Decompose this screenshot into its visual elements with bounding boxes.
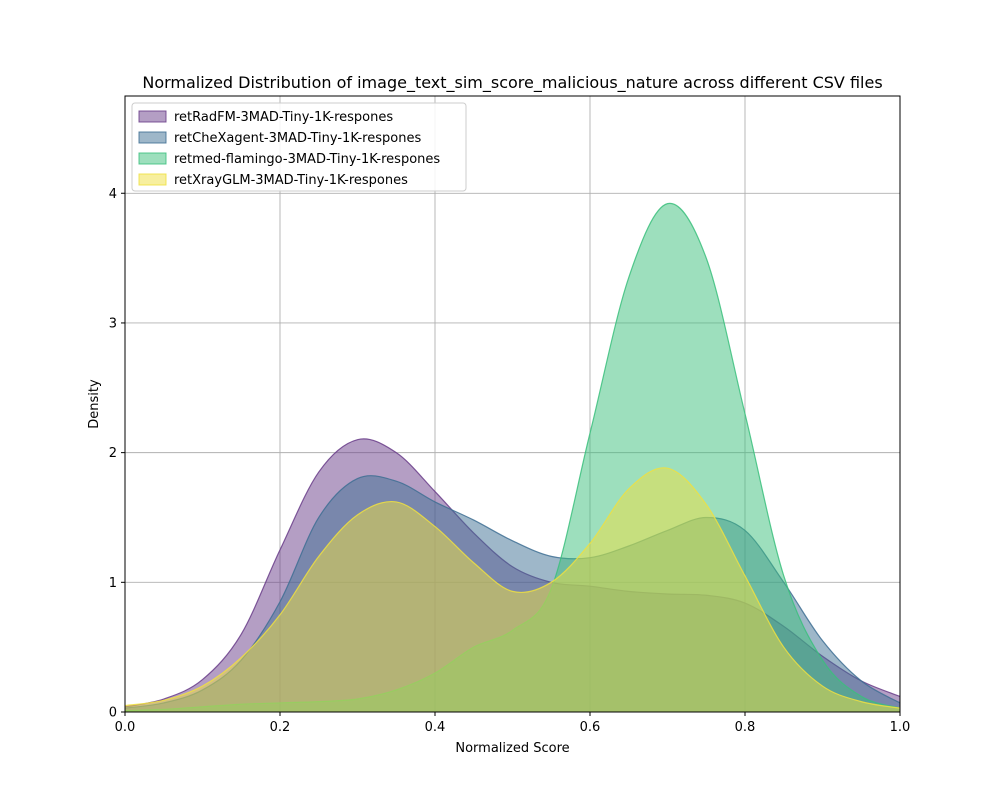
series-3	[124, 467, 901, 712]
legend-label: retRadFM-3MAD-Tiny-1K-respones	[174, 110, 393, 125]
y-axis-ticks: 0 1 2 3 4	[109, 187, 125, 721]
y-axis-label: Density	[87, 379, 102, 429]
y-tick-label: 3	[109, 316, 117, 331]
series-area	[125, 467, 900, 712]
legend-label: retXrayGLM-3MAD-Tiny-1K-respones	[174, 173, 408, 188]
y-tick-label: 4	[109, 187, 117, 202]
legend-swatch	[138, 173, 167, 186]
y-tick-label: 2	[109, 446, 117, 461]
legend-label: retCheXagent-3MAD-Tiny-1K-respones	[174, 131, 421, 146]
x-tick-label: 1.0	[890, 720, 911, 735]
chart-title: Normalized Distribution of image_text_si…	[142, 73, 882, 93]
x-axis-ticks: 0.0 0.2 0.4 0.6 0.8 1.0	[115, 712, 911, 735]
x-axis-label: Normalized Score	[455, 741, 569, 756]
legend-swatch	[138, 131, 167, 144]
series-line	[124, 467, 901, 709]
x-tick-label: 0.2	[270, 720, 291, 735]
legend-box	[131, 102, 467, 192]
series-areas	[124, 202, 901, 713]
legend-swatch	[138, 110, 167, 123]
y-tick-label: 0	[109, 706, 117, 721]
plot-frame	[124, 95, 901, 713]
x-tick-label: 0.4	[425, 720, 446, 735]
legend-swatch	[138, 152, 167, 165]
x-tick-label: 0.6	[580, 720, 601, 735]
legend-label: retmed-flamingo-3MAD-Tiny-1K-respones	[174, 152, 440, 167]
x-tick-label: 0.8	[735, 720, 756, 735]
legend: retRadFM-3MAD-Tiny-1K-respones retCheXage…	[131, 102, 467, 192]
y-tick-label: 1	[109, 576, 117, 591]
x-tick-label: 0.0	[115, 720, 136, 735]
